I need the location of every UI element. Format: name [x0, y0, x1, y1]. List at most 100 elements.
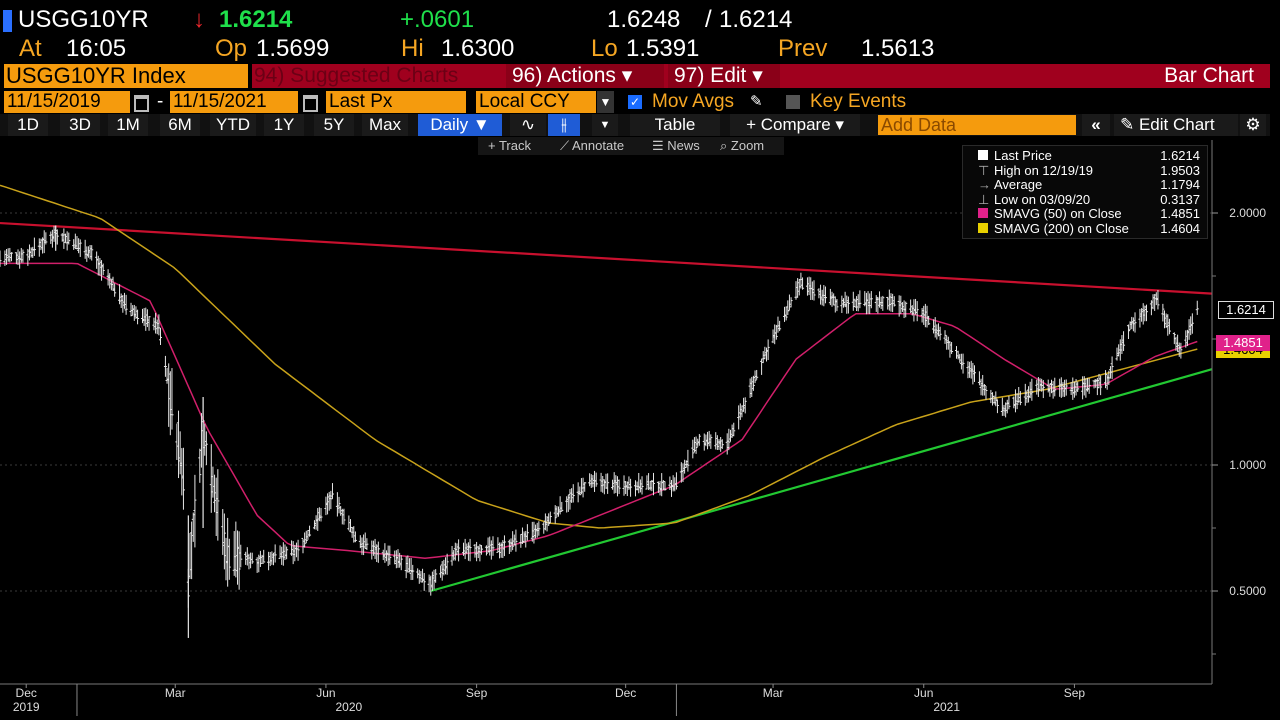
actions-menu[interactable]: 96) Actions ▾: [506, 64, 664, 88]
edit-menu[interactable]: 97) Edit ▾: [668, 64, 780, 88]
compare-button[interactable]: + Compare ▾: [730, 114, 860, 136]
ticker-label: USGG10YR: [18, 6, 149, 33]
suggested-charts-button[interactable]: 94) Suggested Charts: [254, 64, 459, 87]
legend-label: Last Price: [994, 148, 1052, 163]
y-tick-label: 2.0000: [1229, 206, 1266, 220]
table-button[interactable]: Table: [630, 114, 720, 136]
annotate-button[interactable]: ⟋ Annotate: [560, 138, 624, 154]
collapse-icon[interactable]: «: [1082, 114, 1110, 136]
chart-toolbar: [478, 137, 784, 155]
track-button[interactable]: + Track: [488, 138, 531, 154]
add-data-input[interactable]: Add Data: [878, 115, 1076, 135]
legend-value: 1.6214: [1160, 148, 1200, 163]
low-value: 1.5391: [626, 35, 700, 62]
range-button-5y[interactable]: 5Y: [314, 114, 354, 136]
legend-label: Average: [994, 177, 1043, 193]
legend-label: Low on 03/09/20: [994, 191, 1091, 207]
news-label: News: [667, 138, 700, 153]
ticker-marker: [3, 10, 12, 32]
annotate-icon: ⟋: [560, 138, 572, 153]
x-tick-label: Jun: [914, 686, 933, 700]
line-chart-icon[interactable]: ∿: [510, 114, 546, 136]
open-value: 1.5699: [256, 35, 330, 62]
edit-pencil-icon: ✎: [1120, 115, 1139, 134]
range-button-1d[interactable]: 1D: [8, 114, 48, 136]
key-events-checkbox[interactable]: [786, 95, 800, 109]
x-tick-label: Dec: [615, 686, 636, 700]
last-price: 1.6214: [219, 6, 293, 33]
security-field[interactable]: USGG10YR Index: [4, 64, 248, 88]
legend-marker-icon: →: [978, 177, 991, 193]
news-button[interactable]: ☰ News: [652, 138, 700, 154]
down-arrow-icon: ↓: [193, 6, 205, 33]
range-button-max[interactable]: Max: [362, 114, 408, 136]
x-year-label: 2020: [336, 700, 363, 714]
settings-gear-icon[interactable]: ⚙: [1240, 114, 1266, 136]
currency-dropdown-icon[interactable]: ▼: [597, 91, 614, 113]
legend-value: 1.9503: [1160, 162, 1200, 178]
x-year-label: 2019: [13, 700, 40, 714]
last-price-tag: 1.6214: [1218, 301, 1274, 319]
x-tick-label: Mar: [763, 686, 784, 700]
end-date-field[interactable]: 11/15/2021: [170, 91, 298, 113]
mov-avgs-checkbox[interactable]: ✓: [628, 95, 642, 109]
range-button-1y[interactable]: 1Y: [264, 114, 304, 136]
legend-swatch: [978, 150, 988, 160]
mov-avgs-label: Mov Avgs: [652, 91, 735, 112]
range-button-ytd[interactable]: YTD: [210, 114, 256, 136]
legend-label: High on 12/19/19: [994, 162, 1094, 178]
x-tick-label: Sep: [466, 686, 488, 700]
end-calendar-icon[interactable]: [303, 95, 318, 112]
legend-value: 1.4604: [1160, 221, 1200, 236]
legend-label: SMAVG (200) on Close: [994, 221, 1129, 236]
edit-chart-label: Edit Chart: [1138, 115, 1215, 134]
bid-price: 1.6248: [607, 6, 681, 33]
legend-label: SMAVG (50) on Close: [994, 206, 1122, 222]
x-tick-label: Mar: [165, 686, 186, 700]
key-events-label: Key Events: [810, 91, 907, 112]
pencil-icon[interactable]: ✎: [750, 93, 763, 110]
period-select[interactable]: Daily ▼: [418, 114, 502, 136]
low-label: Lo: [591, 35, 618, 62]
range-button-6m[interactable]: 6M: [160, 114, 200, 136]
x-tick-label: Dec: [16, 686, 37, 700]
sma50-line: [0, 262, 1198, 559]
series-layer: [0, 184, 1213, 638]
sma200-line: [0, 184, 1198, 529]
x-tick-label: Sep: [1064, 686, 1086, 700]
trendline-resistance: [0, 221, 1213, 295]
currency-select[interactable]: Local CCY: [476, 91, 596, 113]
zoom-label: Zoom: [730, 138, 765, 153]
range-button-1m[interactable]: 1M: [108, 114, 148, 136]
date-dash: -: [157, 91, 164, 112]
grid: [0, 212, 1212, 592]
chart-type-title: Bar Chart: [1164, 64, 1254, 87]
field-select[interactable]: Last Px: [326, 91, 466, 113]
legend-box: [962, 145, 1208, 239]
time-label: At: [19, 35, 42, 62]
net-change: +.0601: [400, 6, 475, 33]
start-calendar-icon[interactable]: [134, 95, 149, 112]
prev-value: 1.5613: [861, 35, 935, 62]
edit-chart-button[interactable]: ✎ Edit Chart: [1114, 114, 1238, 136]
legend-swatch: [978, 223, 988, 233]
open-label: Op: [215, 35, 248, 62]
zoom-icon: ⌕: [720, 138, 731, 153]
y-tick-label: 1.0000: [1229, 458, 1266, 472]
legend-swatch: [978, 208, 988, 219]
sma50-price-tag: 1.4851: [1216, 335, 1270, 351]
range-button-3d[interactable]: 3D: [60, 114, 100, 136]
legend-value: 1.1794: [1160, 177, 1200, 193]
chart-style-dropdown-icon[interactable]: ▼: [592, 114, 618, 136]
legend-marker-icon: ⊤: [978, 162, 990, 178]
legend-marker-icon: ⊥: [978, 191, 990, 207]
high-value: 1.6300: [441, 35, 515, 62]
start-date-field[interactable]: 11/15/2019: [4, 91, 130, 113]
bar-chart-icon[interactable]: ⫲: [548, 114, 580, 136]
zoom-button[interactable]: ⌕ Zoom: [720, 138, 764, 154]
security-label: USGG10YR Index: [6, 63, 186, 88]
legend-value: 0.3137: [1160, 191, 1200, 207]
axes: 2.0000 1.0000 0.5000 Dec Mar Jun Sep Dec Mar Jun S…: [0, 140, 1266, 716]
news-icon: ☰: [652, 138, 668, 153]
